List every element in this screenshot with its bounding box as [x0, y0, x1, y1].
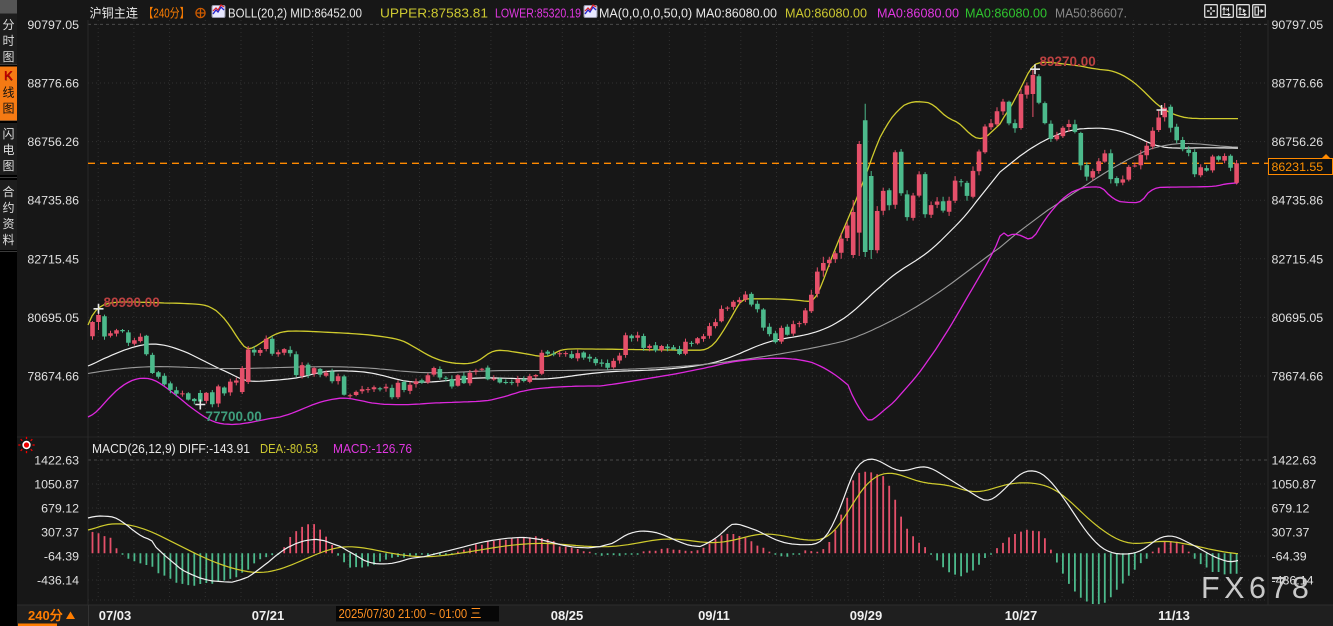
svg-text:80695.05: 80695.05: [1272, 311, 1324, 325]
svg-text:MACD(26,12,9) DIFF:-143.91: MACD(26,12,9) DIFF:-143.91: [92, 442, 250, 456]
svg-text:86756.26: 86756.26: [27, 135, 79, 149]
svg-text:679.12: 679.12: [1272, 502, 1310, 516]
svg-text:90797.05: 90797.05: [1272, 18, 1324, 32]
svg-text:1050.87: 1050.87: [1272, 478, 1317, 492]
svg-text:图: 图: [2, 159, 14, 173]
svg-text:MACD:-126.76: MACD:-126.76: [333, 442, 412, 456]
svg-text:1050.87: 1050.87: [34, 478, 79, 492]
svg-text:BOLL(20,2) MID:86452.00: BOLL(20,2) MID:86452.00: [228, 7, 362, 21]
svg-text:MA(0,0,0,0,50,0) MA0:86080.00: MA(0,0,0,0,50,0) MA0:86080.00: [599, 7, 777, 21]
svg-text:78674.66: 78674.66: [27, 370, 79, 384]
svg-text:82715.45: 82715.45: [1272, 252, 1324, 266]
svg-text:307.37: 307.37: [1272, 526, 1310, 540]
svg-text:K: K: [4, 69, 13, 83]
svg-text:-436.14: -436.14: [1272, 574, 1314, 588]
svg-text:合: 合: [2, 184, 14, 199]
svg-text:08/25: 08/25: [551, 608, 584, 623]
svg-text:图: 图: [2, 102, 14, 116]
svg-text:电: 电: [2, 143, 14, 157]
svg-text:DEA:-80.53: DEA:-80.53: [260, 442, 318, 456]
svg-text:线: 线: [2, 86, 14, 100]
svg-text:10/27: 10/27: [1005, 608, 1038, 623]
svg-text:沪铜主连: 沪铜主连: [90, 6, 139, 21]
svg-text:-64.39: -64.39: [44, 550, 79, 564]
svg-text:09/11: 09/11: [698, 608, 730, 623]
svg-text:FX678: FX678: [1201, 571, 1313, 605]
svg-text:MA50:86607.: MA50:86607.: [1055, 7, 1127, 21]
svg-text:MA0:86080.00: MA0:86080.00: [785, 7, 867, 21]
svg-text:07/21: 07/21: [252, 608, 285, 623]
svg-text:11/13: 11/13: [1158, 608, 1190, 623]
svg-text:240分: 240分: [28, 608, 63, 623]
svg-text:1422.63: 1422.63: [1272, 454, 1317, 468]
svg-text:86756.26: 86756.26: [1272, 135, 1324, 149]
svg-text:679.12: 679.12: [41, 502, 79, 516]
svg-text:307.37: 307.37: [41, 526, 79, 540]
svg-text:88776.66: 88776.66: [27, 77, 79, 91]
svg-text:80695.05: 80695.05: [27, 311, 79, 325]
svg-text:09/29: 09/29: [850, 608, 883, 623]
svg-text:77700.00: 77700.00: [206, 409, 262, 424]
svg-text:【240分】: 【240分】: [144, 7, 190, 21]
svg-text:89270.00: 89270.00: [1040, 54, 1096, 69]
svg-text:86231.55: 86231.55: [1272, 160, 1324, 174]
svg-text:84735.86: 84735.86: [27, 194, 79, 208]
svg-text:90797.05: 90797.05: [27, 18, 79, 32]
svg-text:07/03: 07/03: [99, 608, 132, 623]
svg-text:闪: 闪: [2, 127, 14, 141]
svg-text:88776.66: 88776.66: [1272, 77, 1324, 91]
svg-text:80990.00: 80990.00: [104, 295, 160, 310]
svg-text:78674.66: 78674.66: [1272, 370, 1324, 384]
svg-text:MA0:86080.00: MA0:86080.00: [965, 7, 1047, 21]
svg-text:图: 图: [2, 50, 14, 64]
svg-text:MA0:86080.00: MA0:86080.00: [877, 7, 959, 21]
svg-text:约: 约: [2, 200, 14, 215]
svg-text:K: K: [4, 70, 12, 84]
svg-text:-436.14: -436.14: [37, 574, 79, 588]
svg-text:分: 分: [2, 18, 14, 32]
svg-text:LOWER:85320.19: LOWER:85320.19: [495, 7, 581, 21]
svg-text:84735.86: 84735.86: [1272, 194, 1324, 208]
svg-text:UPPER:87583.81: UPPER:87583.81: [380, 7, 488, 21]
svg-text:料: 料: [2, 233, 14, 247]
svg-text:时: 时: [2, 34, 14, 48]
svg-text:1422.63: 1422.63: [34, 454, 79, 468]
svg-text:-64.39: -64.39: [1272, 550, 1307, 564]
svg-text:82715.45: 82715.45: [27, 252, 79, 266]
svg-text:2025/07/30 21:00 ~ 01:00 三: 2025/07/30 21:00 ~ 01:00 三: [339, 606, 482, 621]
svg-text:资: 资: [2, 217, 14, 231]
